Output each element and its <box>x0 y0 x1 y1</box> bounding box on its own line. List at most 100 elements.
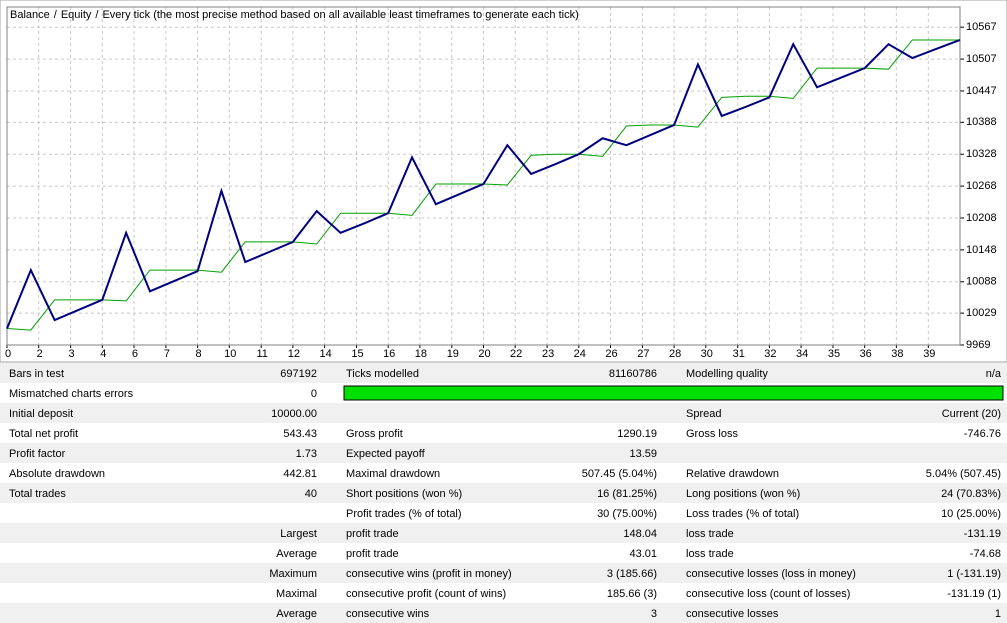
legend-entry: Equity <box>61 9 92 21</box>
table-cell: 442.81 <box>283 468 317 480</box>
table-cell: Average <box>276 608 317 620</box>
table-cell: 10 (25.00%) <box>941 508 1001 520</box>
table-row <box>0 503 1007 523</box>
x-tick-label: 18 <box>415 348 427 360</box>
table-cell: Average <box>276 548 317 560</box>
table-row <box>0 543 1007 563</box>
x-tick-label: 36 <box>860 348 872 360</box>
legend-entry: Balance <box>10 9 50 21</box>
x-tick-label: 27 <box>637 348 649 360</box>
x-tick-label: 12 <box>288 348 300 360</box>
chart-panel <box>0 0 1007 363</box>
table-cell: 1 <box>995 608 1001 620</box>
table-row <box>0 463 1007 483</box>
y-tick-label: 10388 <box>966 116 997 128</box>
table-cell: 16 (81.25%) <box>597 488 657 500</box>
table-cell: Gross profit <box>346 428 403 440</box>
table-cell: 10000.00 <box>271 408 317 420</box>
y-tick-label: 10567 <box>966 21 997 33</box>
table-cell: Total net profit <box>9 428 78 440</box>
x-tick-label: 20 <box>478 348 490 360</box>
x-tick-label: 39 <box>923 348 935 360</box>
table-row <box>0 483 1007 503</box>
table: Bars in test 697192 Ticks modelled 81160786… <box>0 363 1007 623</box>
y-tick-label: 10328 <box>966 148 997 160</box>
x-tick-label: 38 <box>891 348 903 360</box>
table-cell: -746.76 <box>964 428 1001 440</box>
table-cell: -74.68 <box>970 548 1001 560</box>
legend-separator: / <box>54 9 58 21</box>
y-tick-label: 10208 <box>966 212 997 224</box>
table-cell: -131.19 <box>964 528 1001 540</box>
x-tick-label: 19 <box>447 348 459 360</box>
table-cell: Mismatched charts errors <box>9 388 134 400</box>
x-tick-label: 31 <box>733 348 745 360</box>
table-cell: 507.45 (5.04%) <box>582 468 657 480</box>
table-cell: 24 (70.83%) <box>941 488 1001 500</box>
y-tick-label: 10088 <box>966 276 997 288</box>
table-row <box>0 563 1007 583</box>
x-tick-label: 35 <box>828 348 840 360</box>
table-cell: Expected payoff <box>346 448 426 460</box>
table-cell: 3 <box>651 608 657 620</box>
table-cell: consecutive wins (profit in money) <box>346 568 512 580</box>
table-cell: consecutive losses (loss in money) <box>686 568 856 580</box>
table-cell: consecutive losses <box>686 608 779 620</box>
chart-subtitle: Every tick (the most precise method base… <box>102 9 578 21</box>
table-cell: 697192 <box>280 368 317 380</box>
table-cell: Total trades <box>9 488 66 500</box>
table-cell: Maximum <box>269 568 317 580</box>
table-cell: profit trade <box>346 528 399 540</box>
x-tick-label: 8 <box>196 348 202 360</box>
table-cell: loss trade <box>686 528 734 540</box>
x-tick-label: 7 <box>164 348 170 360</box>
table-cell: 30 (75.00%) <box>597 508 657 520</box>
table-cell: Initial deposit <box>9 408 73 420</box>
x-tick-label: 34 <box>796 348 808 360</box>
x-tick-label: 11 <box>257 348 268 360</box>
table-cell: 543.43 <box>283 428 317 440</box>
table-cell: 43.01 <box>629 548 657 560</box>
x-tick-label: 22 <box>510 348 522 360</box>
table-cell: consecutive profit (count of wins) <box>346 588 506 600</box>
x-tick-label: 30 <box>701 348 713 360</box>
table-row <box>0 583 1007 603</box>
y-tick-label: 10148 <box>966 244 997 256</box>
table-row <box>0 523 1007 543</box>
table-cell: 40 <box>305 488 317 500</box>
table-row <box>0 403 1007 423</box>
y-tick-label: 10507 <box>966 53 997 65</box>
x-tick-label: 4 <box>100 348 106 360</box>
x-tick-label: 6 <box>132 348 138 360</box>
table-cell: Modelling quality <box>686 368 768 380</box>
table-cell: -131.19 (1) <box>947 588 1001 600</box>
table-cell: Loss trades (% of total) <box>686 508 799 520</box>
table-cell: Short positions (won %) <box>346 488 462 500</box>
table-cell: Current (20) <box>942 408 1001 420</box>
table-cell: 1 (-131.19) <box>947 568 1001 580</box>
table-cell: 148.04 <box>623 528 657 540</box>
quality-bar <box>343 385 1004 401</box>
table-cell: 81160786 <box>609 368 657 380</box>
x-tick-label: 28 <box>669 348 681 360</box>
table-cell: profit trade <box>346 548 399 560</box>
x-tick-label: 3 <box>69 348 75 360</box>
table-cell: 13.59 <box>629 448 657 460</box>
x-tick-label: 10 <box>224 348 236 360</box>
table-cell: 3 (185.66) <box>607 568 657 580</box>
y-tick-label: 10029 <box>966 307 997 319</box>
table-cell: Maximal <box>276 588 317 600</box>
table-cell: 1290.19 <box>617 428 657 440</box>
table-cell: Spread <box>686 408 721 420</box>
table-cell: Maximal drawdown <box>346 468 440 480</box>
x-tick-label: 26 <box>605 348 617 360</box>
x-tick-label: 23 <box>542 348 554 360</box>
table-cell: consecutive wins <box>346 608 430 620</box>
y-tick-label: 10268 <box>966 180 997 192</box>
plot-frame <box>6 6 961 346</box>
x-tick-label: 15 <box>351 348 363 360</box>
table-cell: Long positions (won %) <box>686 488 800 500</box>
x-tick-label: 16 <box>383 348 395 360</box>
